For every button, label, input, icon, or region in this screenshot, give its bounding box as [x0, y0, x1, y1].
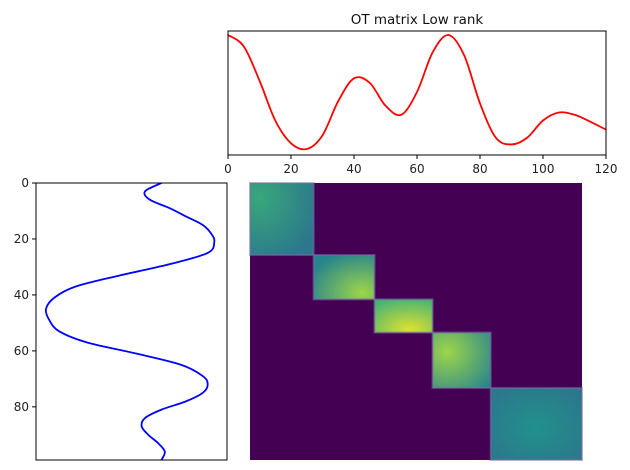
top-x-tick-label: 100: [532, 162, 555, 176]
top-x-tick-label: 20: [283, 162, 298, 176]
left-y-tick-label: 0: [21, 176, 29, 190]
left-axes-frame: [35, 182, 228, 461]
left-panel: 0 20 40 60 80: [14, 176, 228, 461]
heatmap-block-2: [312, 254, 376, 301]
top-title: OT matrix Low rank: [351, 12, 484, 28]
top-x-tick-label: 60: [409, 162, 424, 176]
heatmap-block-1: [249, 182, 315, 257]
left-series-line: [44, 182, 216, 461]
top-x-tick-label: 120: [595, 162, 618, 176]
heatmap-block-3: [373, 298, 434, 334]
left-y-tick-label: 40: [14, 288, 29, 302]
top-x-tick-label: 80: [472, 162, 487, 176]
left-y-tick-label: 80: [14, 400, 29, 414]
heatmap-block-5: [489, 386, 584, 462]
heatmap-block-4: [431, 331, 492, 389]
top-x-ticks: 0 20 40 60 80 100 120: [224, 155, 617, 176]
left-y-tick-label: 20: [14, 232, 29, 246]
top-panel: OT matrix Low rank 0 20 40 60 80 100 120: [224, 12, 617, 176]
top-series-line: [227, 34, 607, 151]
heatmap-panel: [249, 182, 584, 462]
left-y-tick-label: 60: [14, 344, 29, 358]
left-y-ticks: 0 20 40 60 80: [14, 176, 36, 414]
top-x-tick-label: 0: [224, 162, 232, 176]
heatmap-blocks: [249, 182, 584, 462]
top-axes-frame: [227, 30, 607, 156]
top-x-tick-label: 40: [346, 162, 361, 176]
